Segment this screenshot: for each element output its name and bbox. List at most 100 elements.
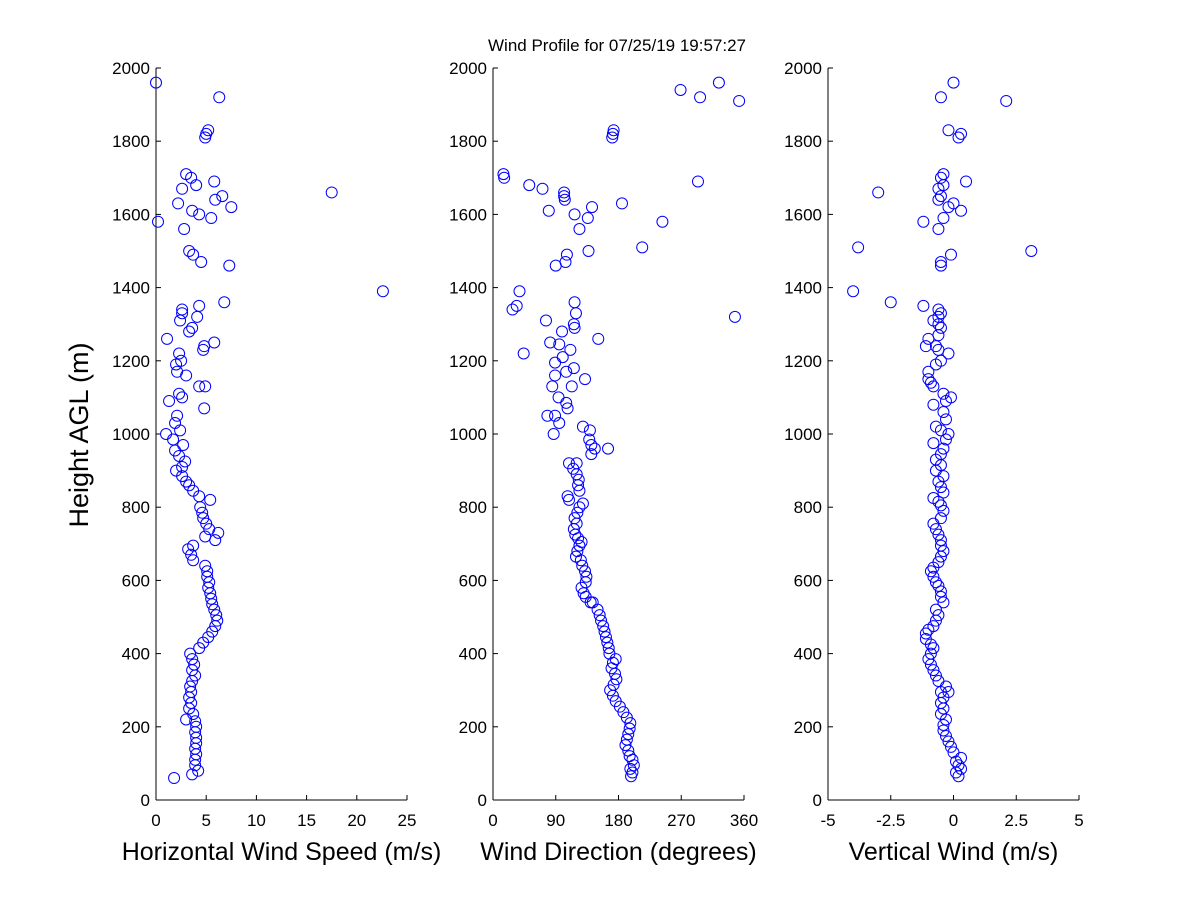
data-point [517, 347, 530, 360]
data-point [560, 365, 573, 378]
data-point [193, 299, 206, 312]
y-tick-label: 1000 [784, 425, 822, 444]
data-point [937, 724, 950, 737]
data-point [922, 332, 935, 345]
data-point [191, 310, 204, 323]
x-tick-label: -5 [820, 811, 835, 830]
y-tick-label: 0 [478, 791, 487, 810]
data-point [185, 548, 198, 561]
data-point [576, 497, 589, 510]
x-tick-label: 360 [730, 811, 758, 830]
data-point [199, 559, 212, 572]
data-point [585, 438, 598, 451]
data-point [190, 179, 203, 192]
data-point [624, 762, 637, 775]
y-tick-label: 800 [122, 498, 150, 517]
data-point [325, 186, 338, 199]
data-point [712, 76, 725, 89]
y-tick-label: 1600 [449, 205, 487, 224]
data-point [937, 504, 950, 517]
data-point [199, 131, 212, 144]
data-point [872, 186, 885, 199]
y-tick-label: 400 [459, 645, 487, 664]
data-point [497, 168, 510, 181]
data-point [932, 609, 945, 622]
x-axis-label: Vertical Wind (m/s) [849, 838, 1059, 866]
data-point [927, 642, 940, 655]
data-point [176, 460, 189, 473]
data-point [610, 673, 623, 686]
data-point [922, 373, 935, 386]
data-point [546, 380, 559, 393]
data-point [186, 768, 199, 781]
data-point [939, 433, 952, 446]
data-point [209, 193, 222, 206]
data-point [944, 391, 957, 404]
x-tick-label: 2.5 [1004, 811, 1028, 830]
x-axis-label: Horizontal Wind Speed (m/s) [122, 838, 442, 866]
data-point [175, 354, 188, 367]
data-point [924, 565, 937, 578]
data-point [929, 340, 942, 353]
data-point [733, 94, 746, 107]
y-tick-label: 1000 [112, 425, 150, 444]
y-tick-label: 0 [141, 791, 150, 810]
data-point [570, 457, 583, 470]
data-point [176, 307, 189, 320]
data-point [172, 197, 185, 210]
data-point [187, 554, 200, 567]
data-point [205, 212, 218, 225]
data-point [917, 299, 930, 312]
data-point [593, 609, 606, 622]
data-point [216, 190, 229, 203]
data-point [161, 332, 174, 345]
data-point [575, 535, 588, 548]
data-point [556, 351, 569, 364]
data-point [947, 746, 960, 759]
data-point [206, 625, 219, 638]
data-point [602, 642, 615, 655]
data-point [597, 620, 610, 633]
data-point [211, 614, 224, 627]
data-point [944, 740, 957, 753]
data-point [932, 193, 945, 206]
data-point [592, 332, 605, 345]
data-point [934, 590, 947, 603]
data-point [691, 175, 704, 188]
data-point [960, 175, 973, 188]
y-tick-label: 1400 [112, 279, 150, 298]
data-point [171, 365, 184, 378]
data-point [927, 664, 940, 677]
y-tick-label: 600 [122, 571, 150, 590]
data-point [583, 424, 596, 437]
data-point [932, 329, 945, 342]
data-point [573, 223, 586, 236]
data-point [583, 433, 596, 446]
data-point [549, 409, 562, 422]
data-point [944, 248, 957, 261]
data-point [852, 241, 865, 254]
data-point [174, 314, 187, 327]
data-point [606, 127, 619, 140]
figure-title: Wind Profile for 07/25/19 19:57:27 [488, 36, 746, 55]
data-point [176, 391, 189, 404]
panel-1: 0 200 400 600 800 1000 1200 1400 1600 1800 2000 0 5 1… [112, 59, 441, 866]
y-tick-label: 2000 [449, 59, 487, 78]
data-point [932, 303, 945, 316]
data-point [199, 380, 212, 393]
y-tick-label: 1400 [784, 279, 822, 298]
data-point [919, 627, 932, 640]
data-point [607, 124, 620, 137]
data-point [541, 409, 554, 422]
data-point [210, 609, 223, 622]
data-point [150, 76, 162, 89]
y-tick-label: 1200 [449, 352, 487, 371]
data-point [934, 534, 947, 547]
y-tick-label: 0 [813, 791, 822, 810]
data-point [937, 168, 950, 181]
data-point [193, 380, 206, 393]
data-point [656, 215, 669, 228]
data-point [623, 722, 636, 735]
data-point [694, 91, 707, 104]
data-point [952, 770, 965, 783]
